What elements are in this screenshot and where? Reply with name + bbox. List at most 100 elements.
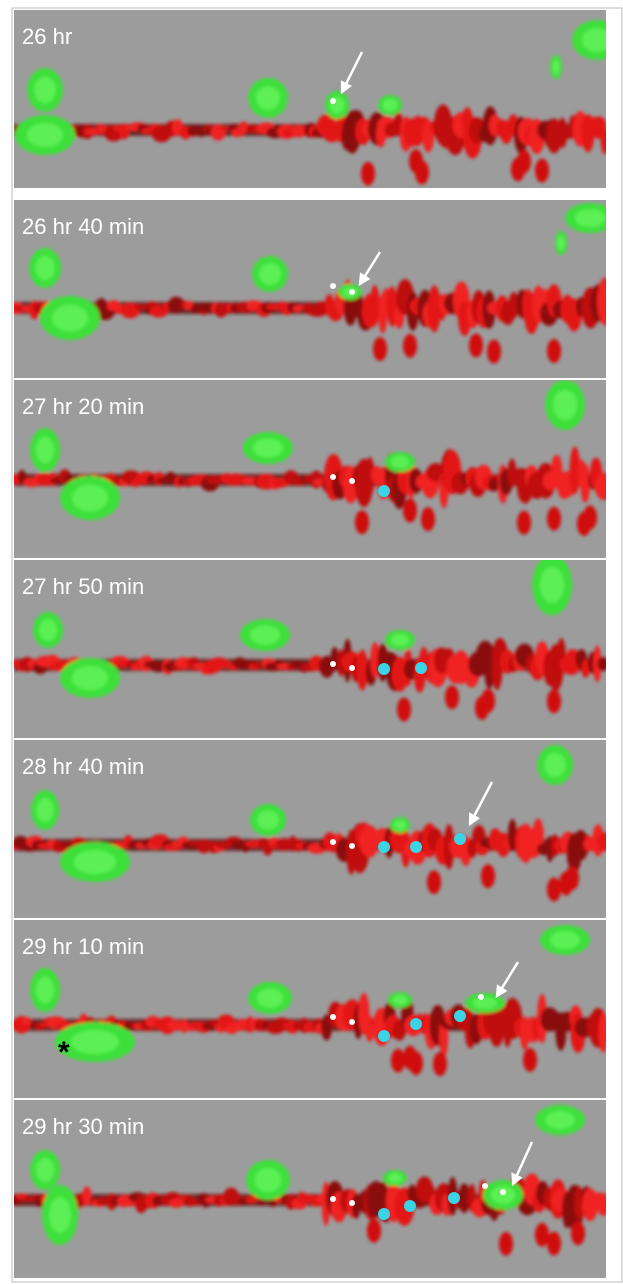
time-label: 26 hr 40 min [22, 214, 144, 239]
red-cell [481, 689, 495, 713]
cyan-dot [448, 1192, 460, 1204]
white-dot [500, 1189, 506, 1195]
green-cell-core [36, 437, 54, 463]
green-cell-core [39, 619, 57, 641]
time-label: 27 hr 50 min [22, 574, 144, 599]
green-cell-core [257, 810, 279, 829]
green-cell-core [575, 209, 605, 227]
cyan-dot [410, 841, 422, 853]
red-cell [427, 870, 441, 894]
red-cell [565, 866, 579, 890]
green-cell-core [253, 438, 283, 457]
cyan-dot [378, 663, 390, 675]
red-cell [487, 340, 501, 364]
time-label: 28 hr 40 min [22, 754, 144, 779]
time-label: 26 hr [22, 24, 72, 49]
green-cell-core [553, 390, 577, 420]
cyan-dot [454, 1010, 466, 1022]
red-cell [409, 1051, 423, 1075]
red-cell [547, 507, 561, 531]
green-cell-core [552, 60, 559, 74]
white-dot [349, 1019, 355, 1025]
red-cell [517, 150, 531, 174]
time-label: 29 hr 10 min [22, 934, 144, 959]
green-cell-core [545, 1111, 575, 1129]
red-cell [370, 285, 380, 326]
red-cell [355, 510, 369, 534]
green-cell-core [72, 666, 108, 690]
red-cell [583, 505, 597, 529]
red-cell [547, 877, 561, 901]
red-cell [403, 334, 417, 358]
green-cell-core [72, 485, 108, 511]
white-dot [478, 994, 484, 1000]
green-cell-core [544, 753, 566, 777]
red-cell [220, 126, 229, 131]
white-dot [330, 1014, 336, 1020]
green-cell-core [74, 850, 116, 874]
green-cell-core [259, 263, 281, 285]
time-label: 29 hr 30 min [22, 1114, 144, 1139]
panel: 27 hr 50 min [7, 555, 609, 738]
white-dot [330, 474, 336, 480]
white-dot [330, 661, 336, 667]
red-cell [535, 1223, 549, 1247]
cyan-dot [454, 833, 466, 845]
red-cell [421, 507, 435, 531]
green-cell-core [473, 997, 497, 1009]
cyan-dot [378, 485, 390, 497]
green-cell-core [27, 123, 63, 147]
red-cell [82, 1187, 91, 1206]
asterisk: * [58, 1036, 70, 1069]
green-cell-core [71, 1030, 119, 1054]
cyan-dot [378, 1030, 390, 1042]
green-cell-core [394, 820, 406, 830]
white-dot [330, 1196, 336, 1202]
green-cell-core [391, 456, 409, 468]
green-cell-core [36, 1158, 54, 1182]
red-cell [373, 337, 387, 361]
green-cell-core [391, 634, 409, 646]
panel: 27 hr 20 min [6, 380, 613, 558]
panel: 29 hr 30 min [7, 1100, 610, 1278]
red-cell [523, 1048, 537, 1072]
red-cell [361, 162, 375, 186]
time-label: 27 hr 20 min [22, 394, 144, 419]
red-cell [22, 1017, 32, 1025]
green-cell-core [388, 1173, 402, 1183]
white-dot [349, 665, 355, 671]
green-cell-core [250, 625, 280, 644]
white-dot [330, 283, 336, 289]
white-dot [349, 843, 355, 849]
red-cell [547, 689, 561, 713]
cyan-dot [410, 1018, 422, 1030]
green-cell-core [550, 931, 580, 949]
green-cell-core [383, 99, 397, 111]
cyan-dot [404, 1200, 416, 1212]
red-cell [403, 499, 417, 523]
panel: 26 hr [12, 10, 622, 188]
red-cell [469, 333, 483, 357]
red-cell [445, 685, 459, 709]
red-cell [571, 1221, 585, 1245]
white-dot [330, 839, 336, 845]
red-cell [547, 1231, 561, 1255]
red-cell [535, 159, 549, 183]
green-cell-core [393, 995, 407, 1005]
white-dot [349, 478, 355, 484]
green-cell-core [37, 798, 54, 822]
white-dot [349, 1200, 355, 1206]
cyan-dot [378, 841, 390, 853]
cyan-dot [415, 662, 427, 674]
green-cell-core [35, 256, 54, 280]
green-cell-core [52, 305, 88, 331]
red-cell [547, 339, 561, 363]
cyan-dot [378, 1208, 390, 1220]
red-cell [481, 864, 495, 888]
red-cell [391, 1049, 405, 1073]
green-cell-core [36, 977, 54, 1003]
green-cell-core [257, 988, 283, 1007]
red-cell [415, 161, 429, 185]
green-cell-core [255, 1168, 281, 1192]
figure: 26 hr 26 hr 40 min 27 hr 20 min 27 hr 50 mi… [0, 0, 623, 1284]
